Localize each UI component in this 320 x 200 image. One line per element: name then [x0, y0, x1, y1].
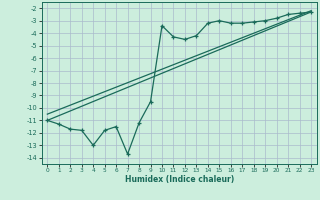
X-axis label: Humidex (Indice chaleur): Humidex (Indice chaleur): [124, 175, 234, 184]
